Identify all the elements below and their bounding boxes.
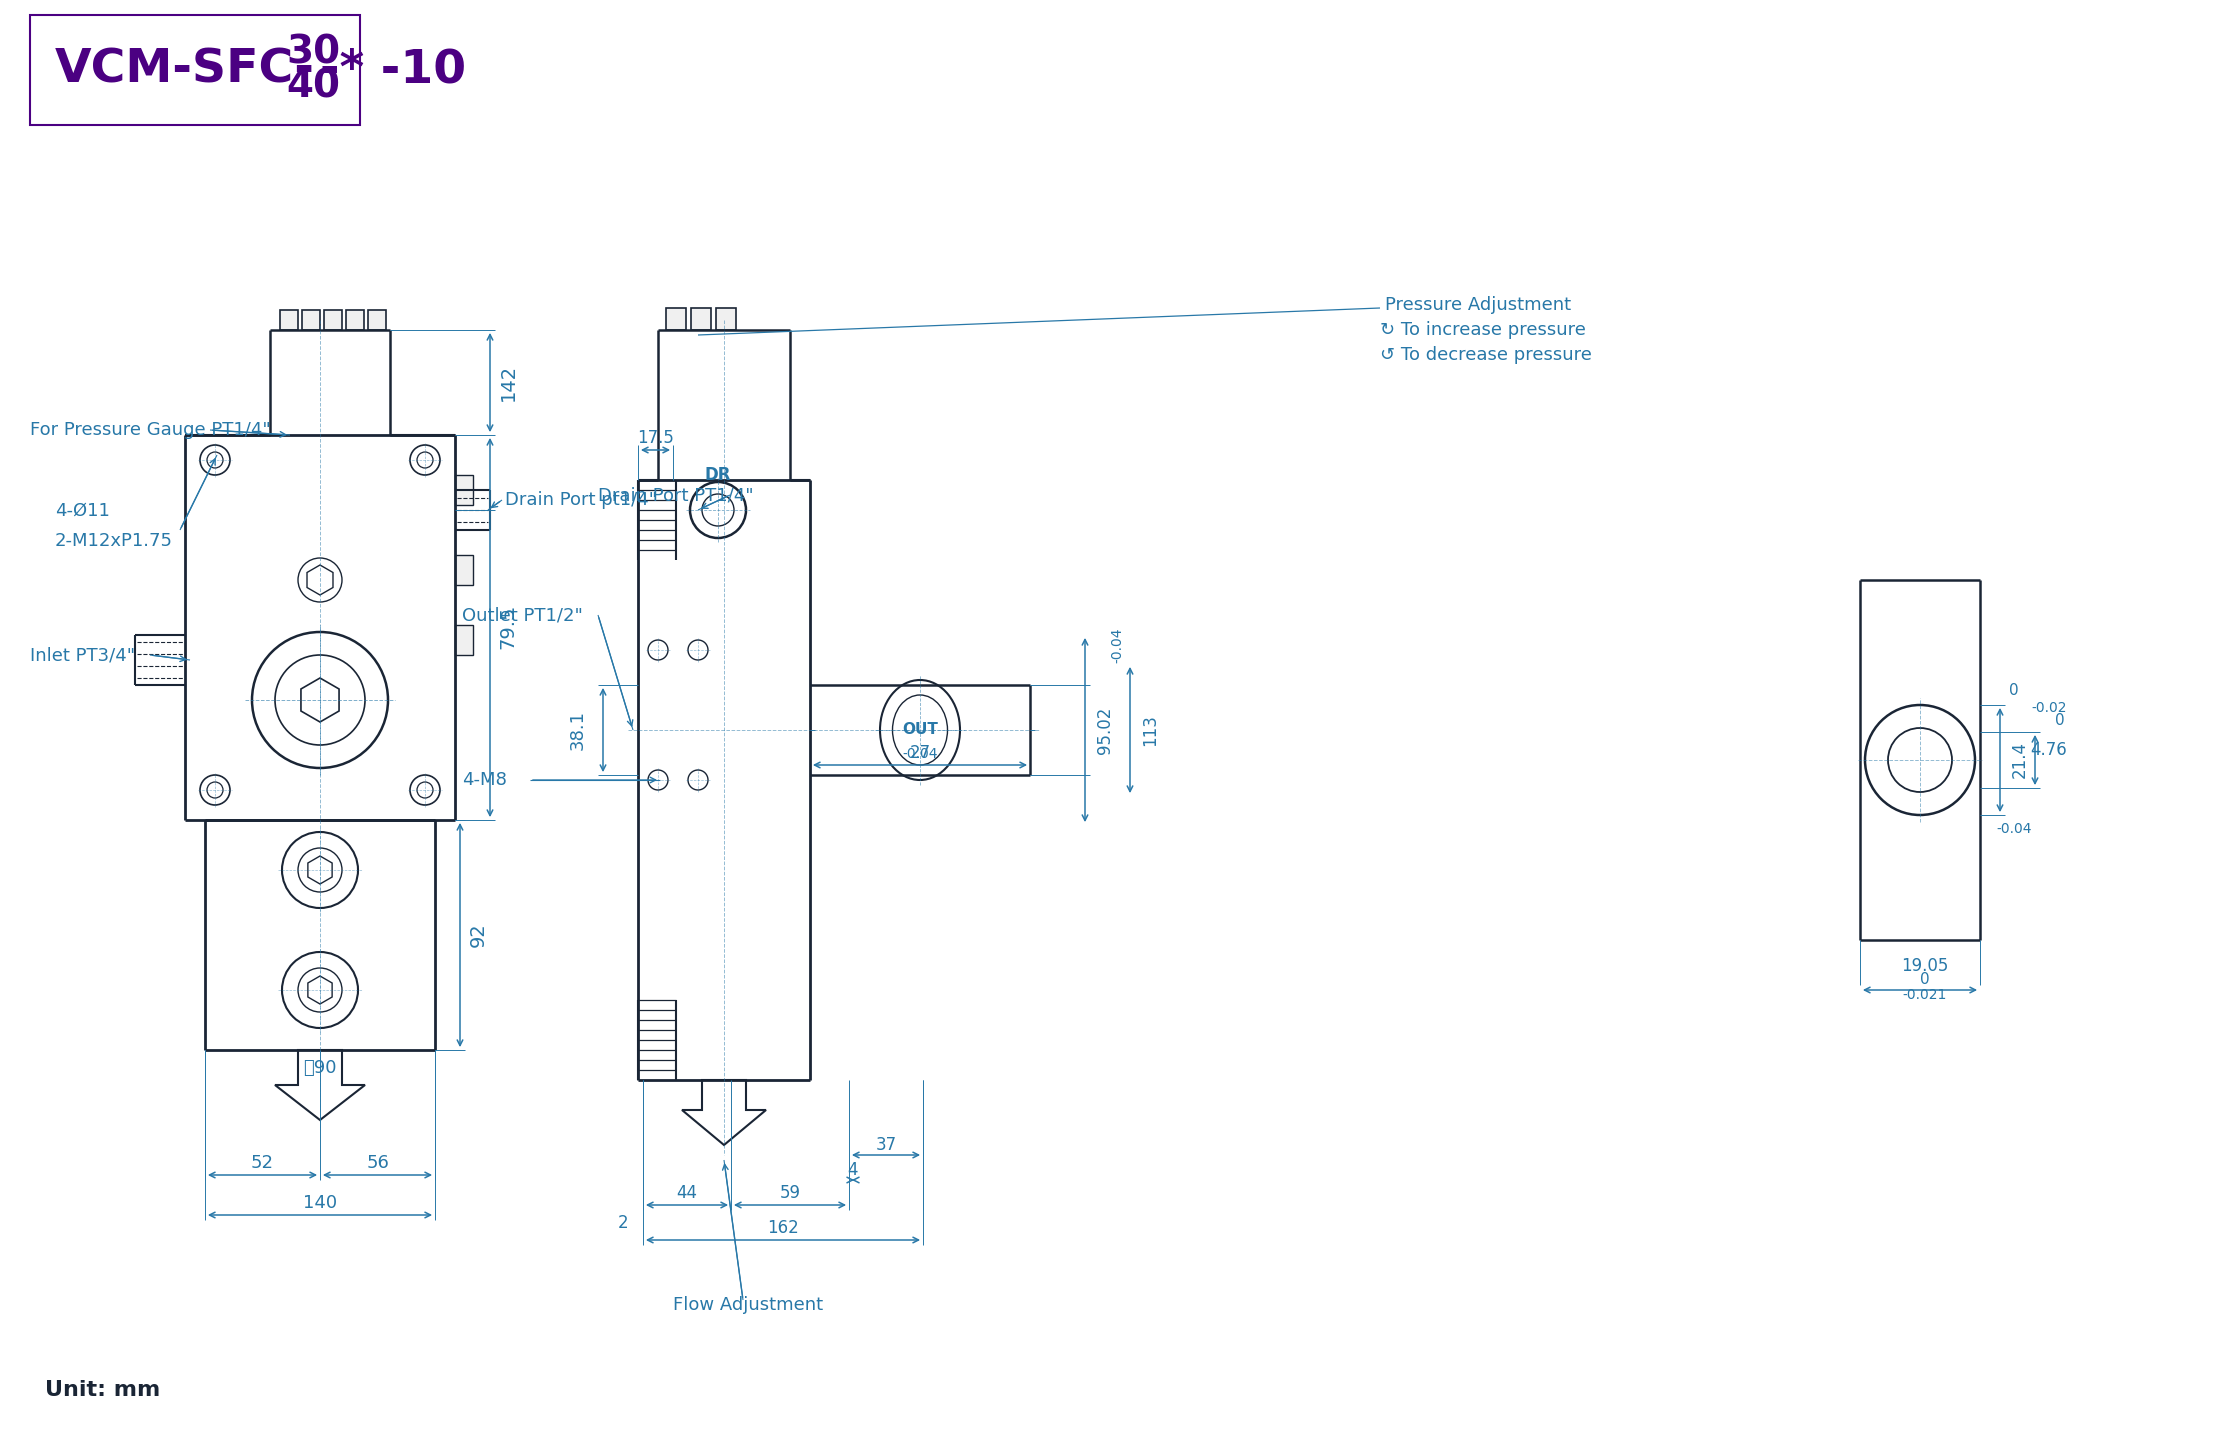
Text: -0.04: -0.04 <box>1111 628 1124 662</box>
Text: 79.5: 79.5 <box>500 606 517 649</box>
Text: 19.05: 19.05 <box>1902 957 1949 976</box>
Text: 4-M8: 4-M8 <box>461 772 506 789</box>
Text: 90: 90 <box>302 1059 336 1077</box>
Text: ↻ To increase pressure: ↻ To increase pressure <box>1380 320 1586 339</box>
Text: 113: 113 <box>1140 713 1158 745</box>
Text: -* -10: -* -10 <box>320 48 466 93</box>
Text: Drain Port pt1/4": Drain Port pt1/4" <box>504 491 656 510</box>
Text: 17.5: 17.5 <box>636 430 674 447</box>
Text: -0.04: -0.04 <box>1996 823 2032 836</box>
FancyBboxPatch shape <box>345 310 363 331</box>
FancyBboxPatch shape <box>280 310 298 331</box>
Text: 2: 2 <box>618 1214 627 1232</box>
Text: Unit: mm: Unit: mm <box>45 1380 161 1401</box>
Text: 56: 56 <box>365 1155 390 1172</box>
Text: 2-M12xP1.75: 2-M12xP1.75 <box>56 531 172 550</box>
Text: 0: 0 <box>2054 713 2065 728</box>
Text: 37: 37 <box>876 1136 896 1155</box>
FancyBboxPatch shape <box>302 310 320 331</box>
Text: For Pressure Gauge PT1/4": For Pressure Gauge PT1/4" <box>29 421 271 440</box>
FancyBboxPatch shape <box>690 309 710 331</box>
Text: VCM-SFC-: VCM-SFC- <box>56 48 316 93</box>
Text: 38.1: 38.1 <box>569 711 587 750</box>
Text: 4-Ø11: 4-Ø11 <box>56 502 110 520</box>
Text: -0.04: -0.04 <box>903 747 939 761</box>
Text: 95.02: 95.02 <box>1095 706 1113 754</box>
Text: 52: 52 <box>251 1155 273 1172</box>
Bar <box>29 15 361 125</box>
FancyBboxPatch shape <box>367 310 385 331</box>
Text: 162: 162 <box>766 1219 800 1238</box>
Text: 142: 142 <box>500 364 517 400</box>
Bar <box>455 625 473 655</box>
Text: Inlet PT3/4": Inlet PT3/4" <box>29 646 134 664</box>
Text: 30: 30 <box>287 33 340 71</box>
Text: Outlet PT1/2": Outlet PT1/2" <box>461 606 582 625</box>
Text: 92: 92 <box>468 923 488 948</box>
Text: 40: 40 <box>287 67 340 105</box>
Bar <box>455 555 473 585</box>
Text: Drain Port PT1/4": Drain Port PT1/4" <box>598 486 753 504</box>
Text: Pressure Adjustment: Pressure Adjustment <box>1384 296 1570 314</box>
Text: 27: 27 <box>909 744 930 761</box>
Bar <box>455 475 473 505</box>
Text: OUT: OUT <box>903 722 939 738</box>
Text: 44: 44 <box>676 1184 697 1203</box>
Text: 0: 0 <box>1920 973 1931 987</box>
Text: 140: 140 <box>302 1194 336 1211</box>
Text: 4: 4 <box>847 1160 858 1179</box>
Text: DR: DR <box>706 466 730 483</box>
FancyBboxPatch shape <box>665 309 685 331</box>
Text: Flow Adjustment: Flow Adjustment <box>672 1296 822 1313</box>
Text: ↺ To decrease pressure: ↺ To decrease pressure <box>1380 347 1593 364</box>
Text: 0: 0 <box>2009 683 2018 697</box>
FancyBboxPatch shape <box>325 310 343 331</box>
Text: 4.76: 4.76 <box>2029 741 2068 759</box>
Text: -0.02: -0.02 <box>2032 700 2068 715</box>
Text: 21.4: 21.4 <box>2012 741 2029 779</box>
Text: -0.021: -0.021 <box>1902 989 1947 1002</box>
Text: 59: 59 <box>780 1184 800 1203</box>
FancyBboxPatch shape <box>717 309 737 331</box>
